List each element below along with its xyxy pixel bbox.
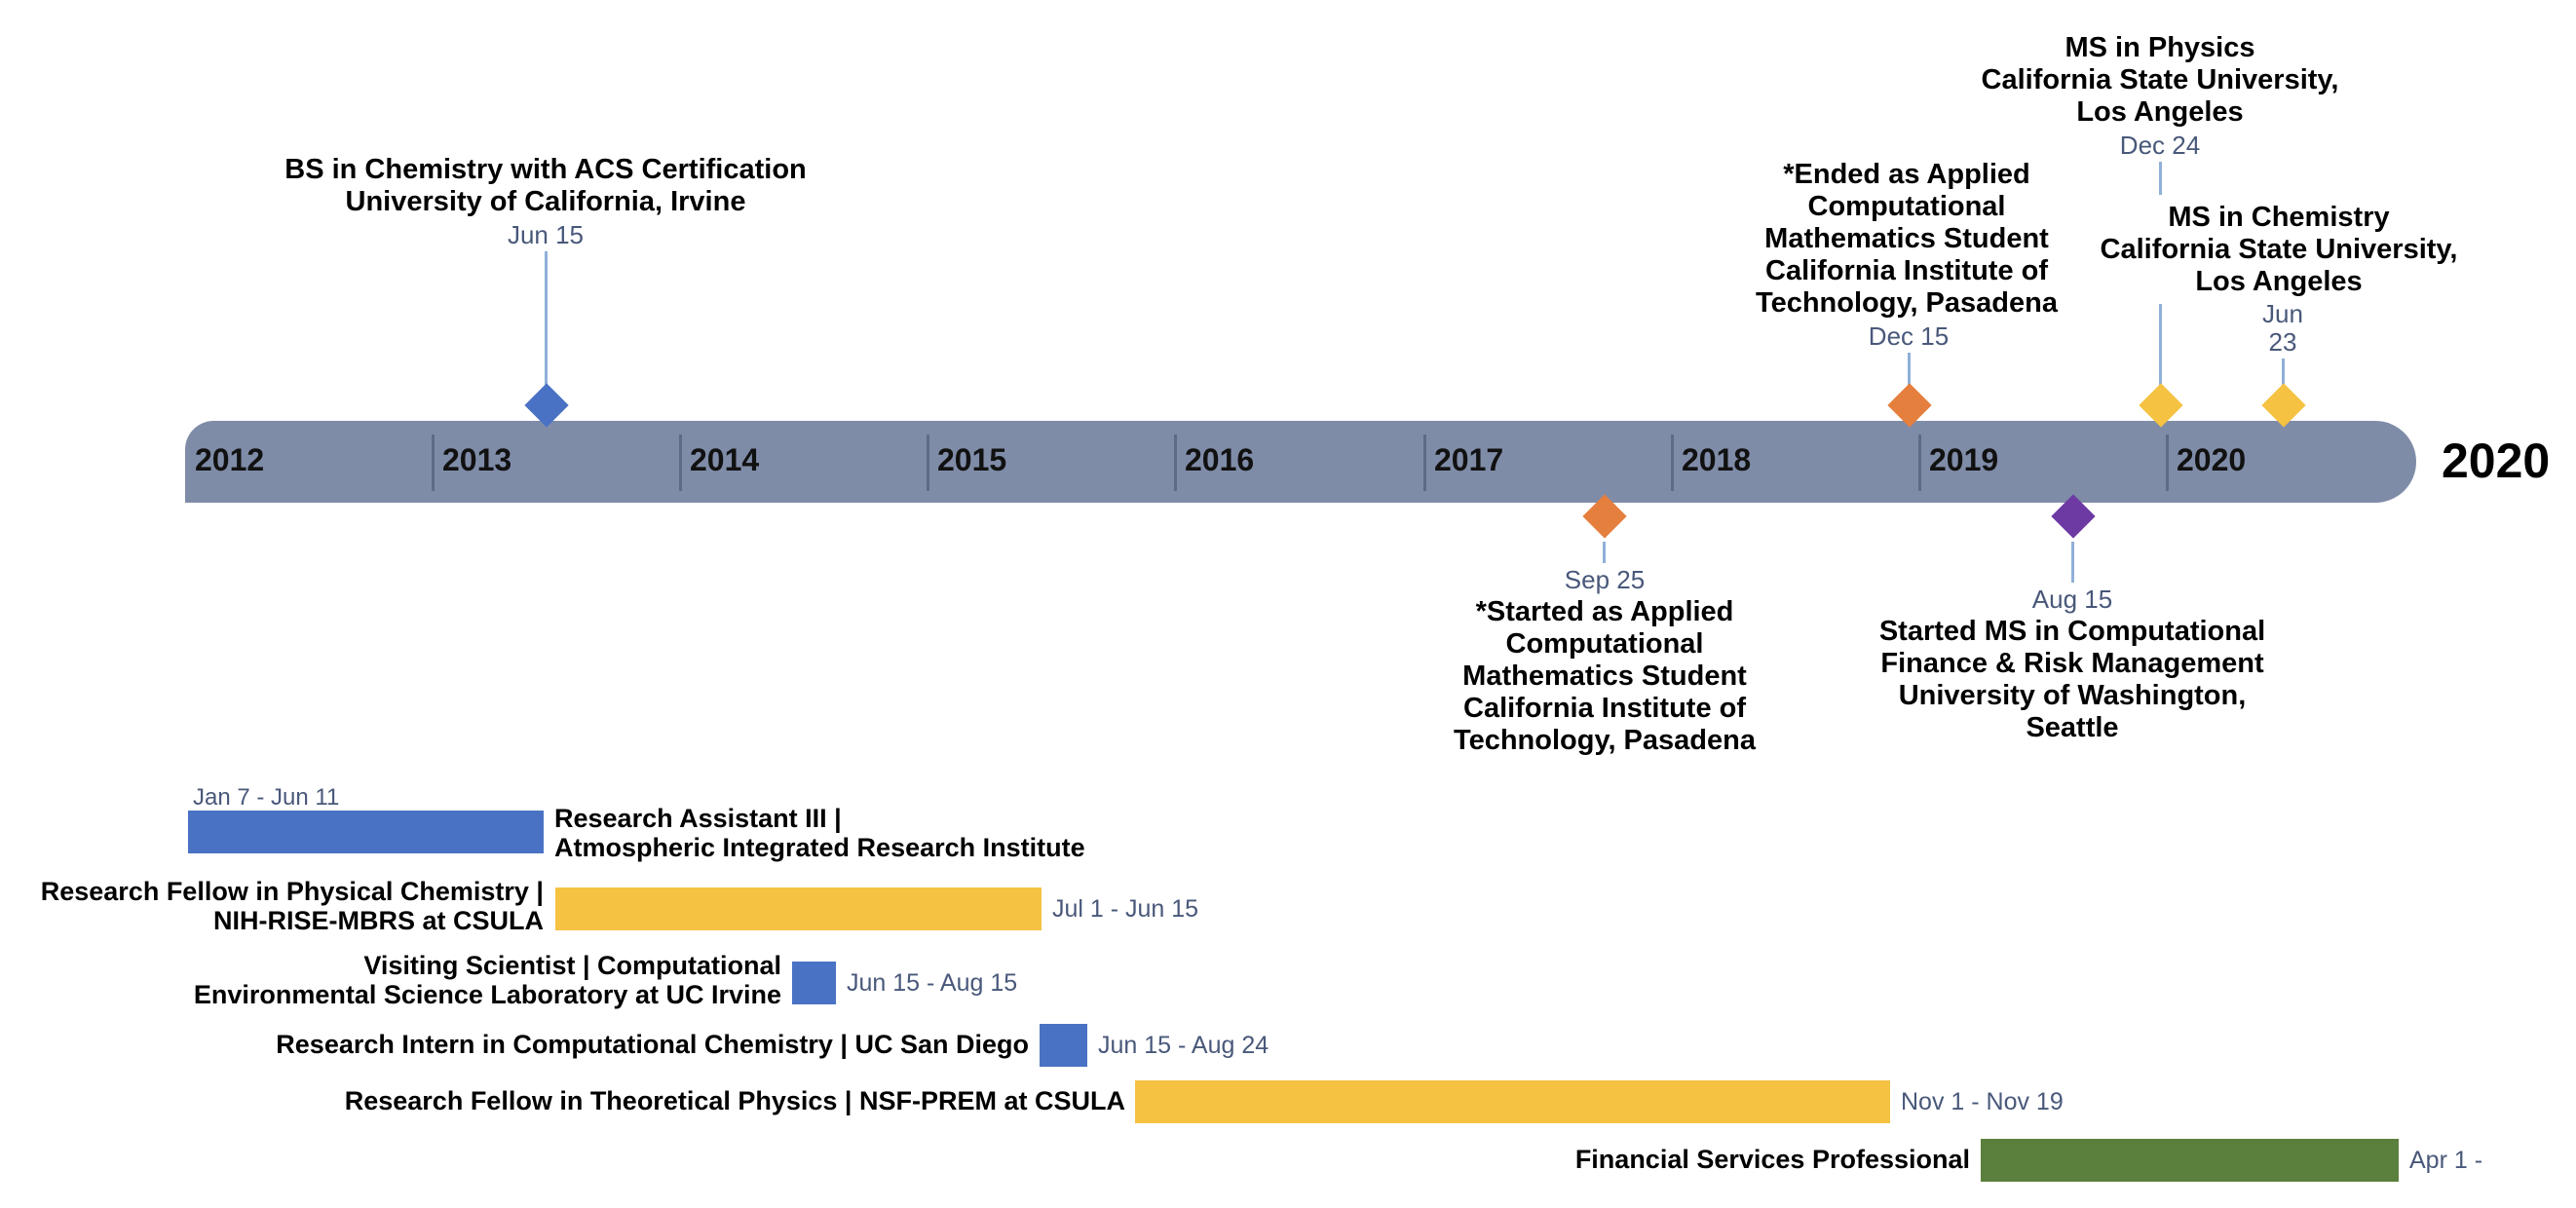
task-dates: Nov 1 - Nov 19 — [1901, 1088, 2064, 1115]
milestone-date: Dec 15 — [1868, 321, 1950, 351]
task-dates: Jun 15 - Aug 24 — [1098, 1032, 1269, 1059]
task-bar — [1981, 1139, 2399, 1182]
milestone-date: Jun 23 — [2262, 299, 2303, 357]
year-label: 2016 — [1185, 442, 1255, 477]
milestone-label: Started MS in Computational Finance & Ri… — [1878, 616, 2266, 743]
year-divider — [1671, 434, 1674, 491]
year-label: 2020 — [2177, 442, 2247, 477]
year-label: 2019 — [1929, 442, 1999, 477]
year-divider — [432, 434, 435, 491]
task-title: Research Assistant III | Atmospheric Int… — [554, 804, 1085, 862]
task-dates: Jun 15 - Aug 15 — [847, 969, 1018, 997]
milestone-label: MS in Chemistry California State Univers… — [2100, 202, 2458, 297]
milestone-label: *Started as Applied Computational Mathem… — [1454, 596, 1756, 756]
milestone-label: MS in Physics California State Universit… — [1981, 32, 2339, 128]
task-dates: Jul 1 - Jun 15 — [1052, 895, 1199, 923]
task-title: Research Fellow in Theoretical Physics |… — [344, 1086, 1125, 1115]
milestone-stem — [2071, 542, 2074, 583]
task-bar — [792, 962, 836, 1004]
end-year-label: 2020 — [2442, 434, 2551, 488]
task-bar — [1135, 1080, 1890, 1123]
task-bar — [1040, 1024, 1087, 1067]
milestone-stem — [545, 251, 548, 388]
year-divider — [2166, 434, 2169, 491]
milestone-stem — [2159, 162, 2162, 195]
milestone-stem — [2282, 359, 2285, 388]
task-title: Research Fellow in Physical Chemistry | … — [40, 877, 544, 935]
year-label: 2017 — [1434, 442, 1504, 477]
milestone-stem — [1603, 542, 1606, 563]
year-label: 2012 — [195, 442, 265, 477]
milestone-date: Aug 15 — [2031, 585, 2113, 614]
year-divider — [1174, 434, 1177, 491]
task-title: Visiting Scientist | Computational Envir… — [193, 951, 781, 1009]
year-label: 2013 — [442, 442, 512, 477]
milestone-stem — [2159, 304, 2162, 388]
milestone-date: Dec 24 — [2119, 131, 2201, 160]
year-divider — [927, 434, 929, 491]
milestone-date: Jun 15 — [507, 220, 585, 249]
milestone-label: *Ended as Applied Computational Mathemat… — [1756, 159, 2058, 319]
year-divider — [679, 434, 682, 491]
timeline-axis-bar — [185, 421, 2416, 503]
year-divider — [1918, 434, 1921, 491]
year-label: 2014 — [690, 442, 760, 477]
year-divider — [1423, 434, 1426, 491]
milestone-stem — [1908, 353, 1911, 386]
task-dates: Jan 7 - Jun 11 — [193, 784, 340, 811]
year-label: 2015 — [937, 442, 1007, 477]
task-bar — [555, 887, 1042, 930]
task-title: Research Intern in Computational Chemist… — [276, 1030, 1029, 1059]
milestone-label: BS in Chemistry with ACS Certification U… — [284, 154, 807, 217]
milestone-date: Sep 25 — [1564, 565, 1646, 594]
year-label: 2018 — [1682, 442, 1752, 477]
task-dates: Apr 1 - — [2409, 1147, 2483, 1174]
task-title: Financial Services Professional — [1574, 1145, 1970, 1174]
task-bar — [188, 811, 544, 853]
